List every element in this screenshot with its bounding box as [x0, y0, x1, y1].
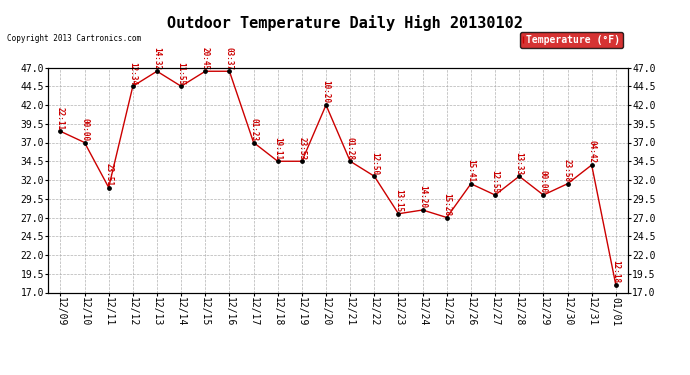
Text: 23:53: 23:53 [297, 136, 306, 160]
Text: 15:28: 15:28 [442, 193, 451, 216]
Text: 13:15: 13:15 [394, 189, 403, 212]
Point [562, 181, 573, 187]
Point [152, 68, 163, 74]
Text: Copyright 2013 Cartronics.com: Copyright 2013 Cartronics.com [7, 34, 141, 43]
Point [442, 214, 453, 220]
Point [466, 181, 477, 187]
Text: 12:55: 12:55 [491, 170, 500, 194]
Text: 12:18: 12:18 [611, 260, 620, 284]
Point [248, 140, 259, 146]
Point [297, 158, 308, 164]
Text: 03:37: 03:37 [225, 46, 234, 70]
Point [490, 192, 501, 198]
Text: 14:20: 14:20 [418, 185, 427, 209]
Point [345, 158, 356, 164]
Text: 12:34: 12:34 [128, 62, 137, 85]
Text: 12:50: 12:50 [370, 152, 379, 175]
Text: 04:42: 04:42 [587, 140, 596, 164]
Point [321, 102, 332, 108]
Point [79, 140, 90, 146]
Point [514, 173, 525, 179]
Text: 13:33: 13:33 [515, 152, 524, 175]
Text: 10:20: 10:20 [322, 80, 331, 104]
Text: 23:58: 23:58 [563, 159, 572, 182]
Text: 15:41: 15:41 [466, 159, 475, 182]
Point [176, 83, 187, 89]
Point [417, 207, 428, 213]
Point [611, 282, 622, 288]
Point [128, 83, 139, 89]
Text: 19:11: 19:11 [273, 136, 282, 160]
Point [586, 162, 598, 168]
Point [538, 192, 549, 198]
Point [393, 211, 404, 217]
Text: 11:55: 11:55 [177, 62, 186, 85]
Legend: Temperature (°F): Temperature (°F) [520, 32, 623, 48]
Point [200, 68, 211, 74]
Text: 22:11: 22:11 [56, 106, 65, 130]
Text: 01:28: 01:28 [346, 136, 355, 160]
Point [273, 158, 284, 164]
Point [369, 173, 380, 179]
Text: 20:45: 20:45 [201, 46, 210, 70]
Text: 23:51: 23:51 [104, 163, 113, 186]
Point [55, 128, 66, 134]
Text: 00:00: 00:00 [539, 170, 548, 194]
Text: 01:23: 01:23 [249, 118, 258, 141]
Text: 00:00: 00:00 [80, 118, 89, 141]
Text: Outdoor Temperature Daily High 20130102: Outdoor Temperature Daily High 20130102 [167, 15, 523, 31]
Point [224, 68, 235, 74]
Point [104, 184, 115, 190]
Text: 14:32: 14:32 [152, 46, 161, 70]
